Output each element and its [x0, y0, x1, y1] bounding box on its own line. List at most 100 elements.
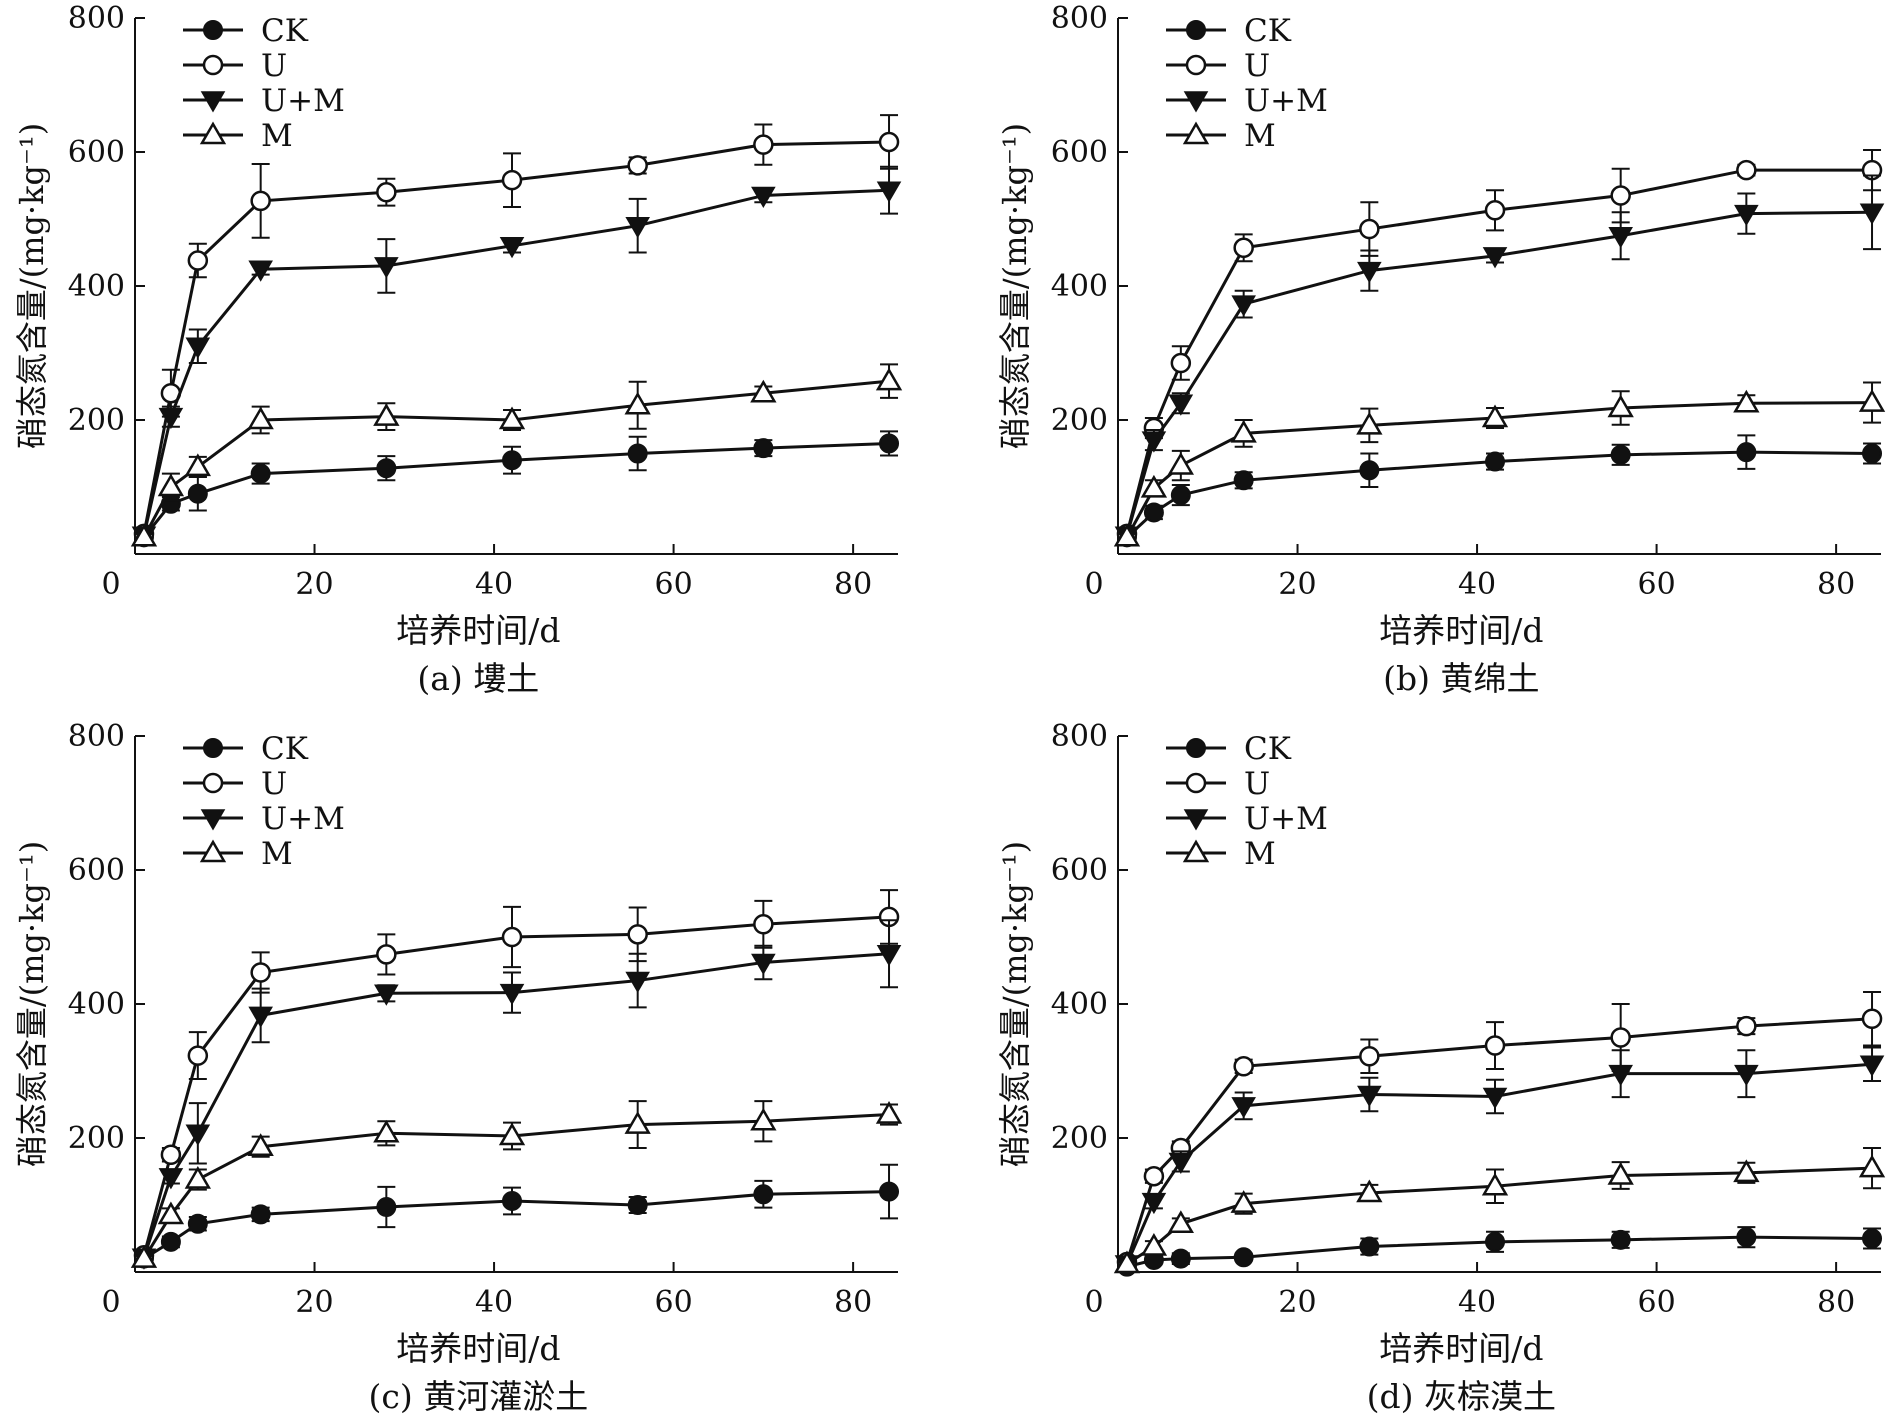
data-point [1233, 1056, 1254, 1077]
data-point [627, 155, 648, 176]
legend-label: M [261, 836, 293, 872]
series-M [1113, 381, 1886, 547]
legend-label: CK [1244, 13, 1292, 49]
legend-label: U [1244, 48, 1270, 84]
data-point [1359, 1046, 1380, 1067]
data-point [1610, 1229, 1631, 1250]
data-point [374, 257, 399, 279]
series-U [1116, 990, 1883, 1273]
data-point [1183, 91, 1209, 113]
data-point [750, 379, 777, 403]
data-point [1359, 1236, 1380, 1257]
data-point [1140, 474, 1168, 498]
series-U+M [1114, 174, 1885, 548]
data-point [248, 260, 273, 282]
series-U [1116, 148, 1883, 545]
panel-caption: (a) 塿土 [417, 659, 539, 698]
data-point [499, 983, 525, 1006]
data-point [1610, 185, 1631, 206]
x-tick-label: 80 [834, 1285, 872, 1320]
data-point [374, 984, 399, 1006]
data-point [879, 1181, 900, 1202]
data-point [624, 391, 651, 415]
y-tick-label: 800 [1051, 719, 1108, 754]
series-M [130, 363, 903, 547]
data-point [1736, 442, 1757, 463]
x-tick-label: 60 [654, 1285, 692, 1320]
data-point [187, 1213, 208, 1234]
y-tick-label: 400 [1051, 987, 1108, 1022]
data-point [247, 406, 274, 430]
data-point [184, 453, 212, 477]
series-CK [133, 430, 900, 548]
legend-label: U+M [1244, 83, 1328, 119]
data-point [1607, 1162, 1634, 1185]
y-axis-label: 硝态氮含量/(mg·kg⁻¹) [996, 123, 1034, 449]
legend-label: U+M [261, 801, 345, 837]
data-point [1861, 1008, 1883, 1029]
data-point [878, 131, 900, 153]
chart-panel-3: 200 400 600 800 0 20 40 60 80 培养时间/d (d) 灰棕漠土 硝态氮含量… [996, 719, 1886, 1416]
x-axis-label: 培养时间/d [1379, 611, 1543, 650]
data-point [1734, 1064, 1759, 1087]
x-tick-label: 80 [1817, 567, 1855, 602]
data-point [130, 1245, 158, 1268]
data-point [876, 945, 902, 967]
data-point [1482, 1087, 1508, 1109]
x-tick-label: 40 [1458, 567, 1496, 602]
data-point [1231, 1097, 1256, 1119]
data-point [753, 438, 774, 459]
data-point [1230, 1190, 1257, 1213]
series-U+M [131, 165, 902, 548]
data-point [1736, 1015, 1757, 1037]
data-point [1359, 460, 1380, 481]
data-point [501, 169, 523, 191]
x-tick-label: 20 [295, 1285, 333, 1320]
series-line [1125, 1017, 1873, 1263]
data-point [624, 1111, 651, 1134]
data-point [751, 186, 776, 209]
x-tick-label: 20 [1278, 1285, 1316, 1320]
data-point [1168, 1152, 1194, 1174]
x-tick-label: 0 [1084, 1285, 1103, 1320]
y-tick-label: 800 [1051, 1, 1108, 36]
data-point [1233, 1247, 1254, 1268]
data-point [248, 1006, 273, 1028]
data-point [187, 483, 208, 504]
data-point [160, 1231, 181, 1252]
y-tick-label: 200 [68, 403, 125, 438]
data-point [1859, 203, 1885, 225]
data-point [250, 463, 271, 484]
data-point [200, 91, 226, 113]
legend-label: CK [261, 731, 309, 767]
data-point [1230, 419, 1257, 443]
data-point [1359, 218, 1380, 240]
data-point [1608, 1064, 1633, 1087]
data-point [157, 1201, 185, 1225]
series-CK [1116, 434, 1883, 548]
data-point [1233, 470, 1254, 491]
data-point [130, 523, 158, 547]
data-point [1167, 1210, 1195, 1234]
legend-label: M [1244, 118, 1276, 154]
x-tick-label: 20 [295, 567, 333, 602]
y-tick-label: 800 [68, 1, 125, 36]
panel-caption: (b) 黄绵土 [1383, 659, 1539, 698]
data-point [879, 433, 900, 454]
data-point [1182, 839, 1210, 863]
data-point [502, 450, 523, 471]
y-tick-label: 200 [1051, 1121, 1108, 1156]
data-point [625, 971, 650, 994]
data-point [1357, 1085, 1382, 1107]
y-axis-label: 硝态氮含量/(mg·kg⁻¹) [13, 123, 51, 449]
x-tick-label: 0 [1084, 567, 1103, 602]
data-point [202, 772, 224, 794]
data-point [376, 181, 397, 203]
x-tick-label: 60 [654, 567, 692, 602]
y-tick-label: 400 [68, 269, 125, 304]
data-point [753, 1184, 774, 1205]
